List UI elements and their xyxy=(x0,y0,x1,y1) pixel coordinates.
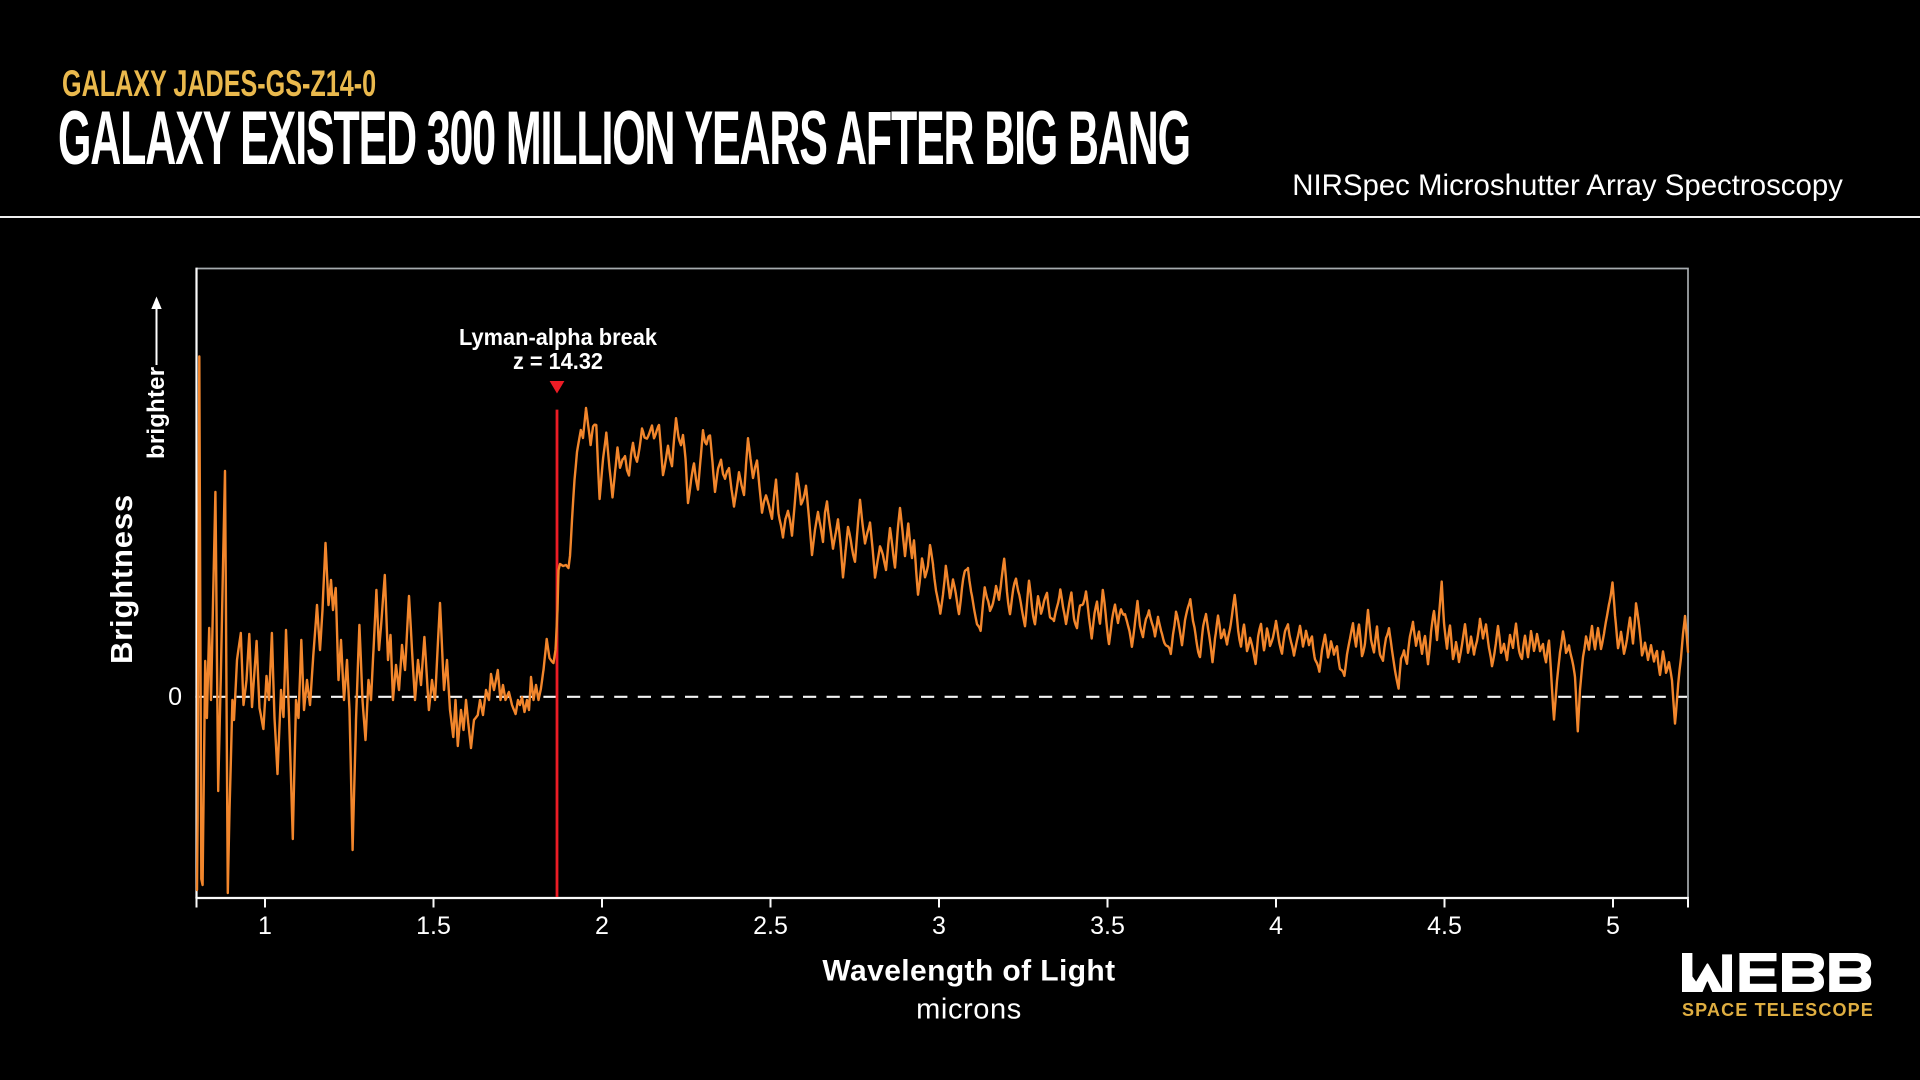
svg-text:Wavelength of Light: Wavelength of Light xyxy=(822,955,1115,988)
svg-text:4: 4 xyxy=(1269,912,1283,940)
svg-text:brighter: brighter xyxy=(143,367,170,459)
svg-text:SPACE TELESCOPE: SPACE TELESCOPE xyxy=(1682,1000,1874,1020)
svg-text:2.5: 2.5 xyxy=(753,912,788,940)
svg-text:1.5: 1.5 xyxy=(416,912,451,940)
svg-text:0: 0 xyxy=(168,683,182,711)
svg-text:2: 2 xyxy=(595,912,609,940)
svg-text:Brightness: Brightness xyxy=(104,494,139,664)
svg-text:1: 1 xyxy=(258,912,272,940)
svg-text:3.5: 3.5 xyxy=(1090,912,1125,940)
svg-text:4.5: 4.5 xyxy=(1427,912,1462,940)
svg-text:3: 3 xyxy=(932,912,946,940)
svg-text:microns: microns xyxy=(916,994,1022,1026)
svg-text:5: 5 xyxy=(1606,912,1620,940)
svg-text:z = 14.32: z = 14.32 xyxy=(513,348,603,374)
svg-text:Lyman-alpha break: Lyman-alpha break xyxy=(459,324,657,350)
